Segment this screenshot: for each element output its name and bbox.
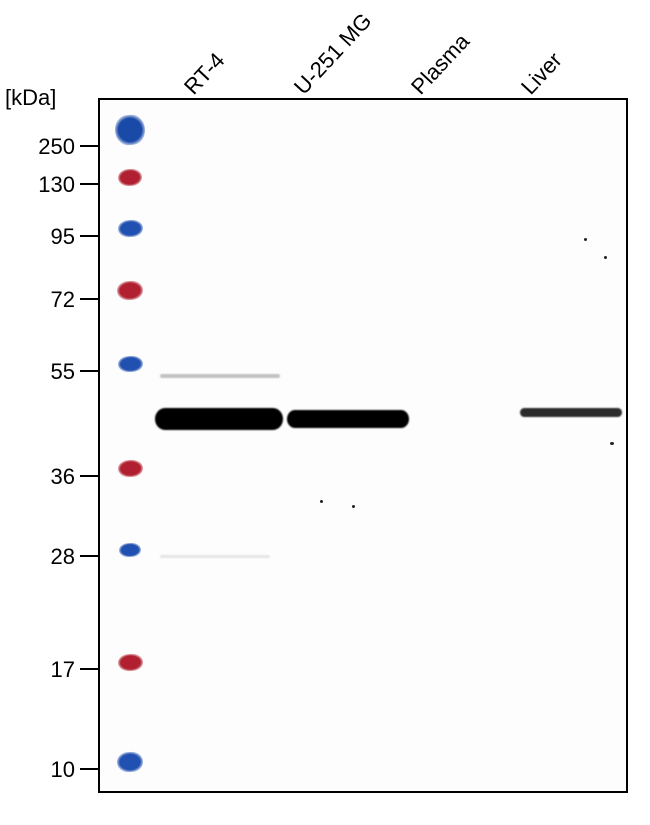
- tick-label: 10: [51, 757, 75, 783]
- ladder-band: [119, 543, 141, 558]
- tick-mark: [80, 145, 98, 147]
- speck: [584, 238, 587, 241]
- tick-mark: [80, 183, 98, 185]
- tick-mark: [80, 768, 98, 770]
- ladder-band: [118, 168, 143, 186]
- tick-mark: [80, 370, 98, 372]
- sample-band: [155, 408, 283, 430]
- tick-mark: [80, 475, 98, 477]
- ladder-band: [117, 219, 143, 237]
- tick-mark: [80, 668, 98, 670]
- lane-label: RT-4: [179, 48, 230, 100]
- ladder-band: [117, 752, 144, 773]
- ladder-band: [117, 653, 143, 671]
- ladder-band: [117, 356, 143, 373]
- speck: [604, 256, 607, 259]
- ladder-band: [117, 459, 143, 477]
- western-blot-figure: [kDa] 250 130 95 72 55 36 28 17 10 RT-4 U-251 MG P…: [0, 0, 650, 825]
- tick-mark: [80, 298, 98, 300]
- speck: [320, 500, 323, 503]
- blot-frame: [98, 98, 628, 793]
- tick-label: 55: [51, 359, 75, 385]
- speck: [352, 505, 355, 508]
- lane-label: Liver: [516, 47, 568, 100]
- axis-title-kda: [kDa]: [5, 85, 56, 111]
- tick-label: 130: [38, 172, 75, 198]
- tick-mark: [80, 555, 98, 557]
- tick-label: 17: [51, 657, 75, 683]
- tick-label: 72: [51, 287, 75, 313]
- tick-label: 250: [38, 134, 75, 160]
- tick-label: 36: [51, 464, 75, 490]
- sample-band: [520, 408, 622, 417]
- sample-band: [160, 374, 280, 378]
- sample-band: [287, 410, 409, 428]
- sample-band: [160, 555, 270, 558]
- ladder-band: [117, 280, 144, 300]
- lane-label: Plasma: [406, 29, 475, 100]
- tick-mark: [80, 235, 98, 237]
- lane-label: U-251 MG: [289, 8, 377, 100]
- speck: [610, 442, 614, 445]
- tick-label: 95: [51, 224, 75, 250]
- tick-label: 28: [51, 544, 75, 570]
